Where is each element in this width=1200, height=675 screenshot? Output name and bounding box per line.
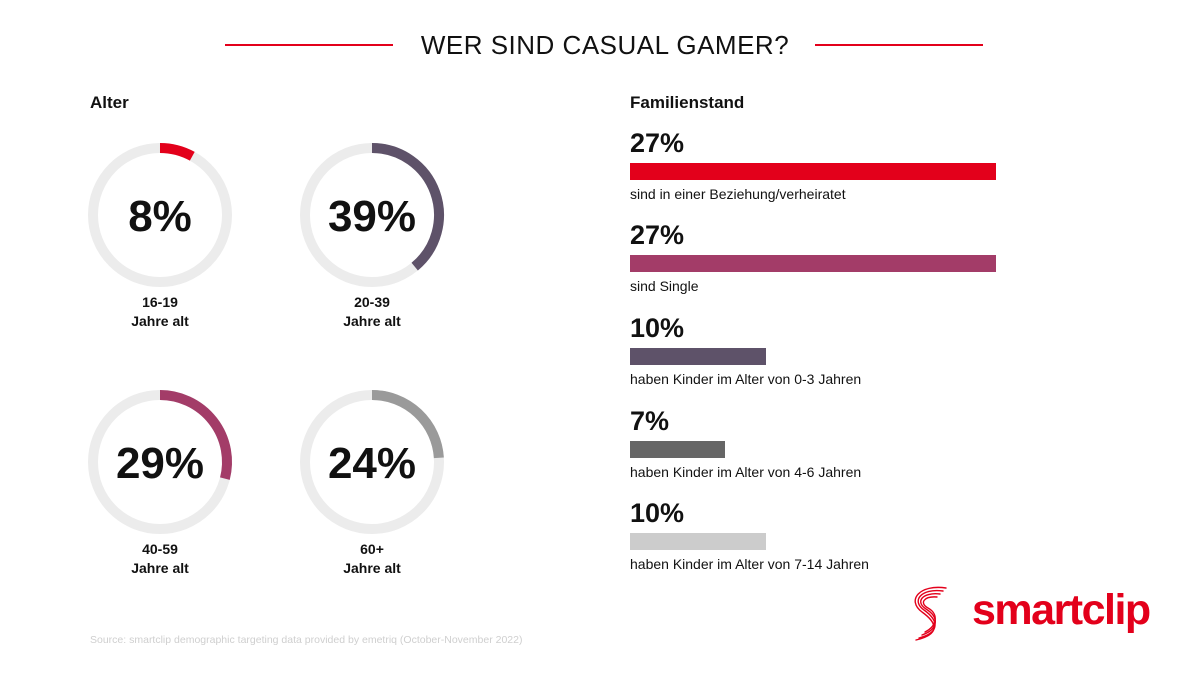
bar-category-label: haben Kinder im Alter von 7-14 Jahren <box>630 556 869 572</box>
source-note: Source: smartclip demographic targeting … <box>90 634 523 646</box>
bar-item: 10% haben Kinder im Alter von 0-3 Jahren <box>630 315 1010 387</box>
donut-value-label: 39% <box>328 192 416 241</box>
donut-category-label: 16-19 <box>142 294 178 310</box>
donut-category-sublabel: Jahre alt <box>131 560 189 576</box>
donut-value-label: 24% <box>328 439 416 488</box>
bar-item: 27% sind in einer Beziehung/verheiratet <box>630 130 1010 202</box>
donut-arc <box>371 143 444 271</box>
bar-category-label: haben Kinder im Alter von 0-3 Jahren <box>630 371 862 387</box>
bar-value-label: 7% <box>630 406 670 436</box>
bar <box>630 441 725 458</box>
bar-track <box>630 255 1010 272</box>
bar-value-label: 10% <box>630 313 685 343</box>
bar <box>630 255 996 272</box>
age-group-4: 24% 60+ Jahre alt <box>300 390 444 576</box>
alter-heading: Alter <box>90 93 129 112</box>
title-rule-right <box>815 44 983 46</box>
bar-value-label: 27% <box>630 220 685 250</box>
bar-item: 7% haben Kinder im Alter von 4-6 Jahren <box>630 408 1010 480</box>
bar <box>630 533 766 550</box>
bar-track <box>630 163 1010 180</box>
bar-value-label: 10% <box>630 498 685 528</box>
age-donut-charts: 8% 16-19 Jahre alt 39% 20-39 Jahre alt 29% 40-5… <box>88 143 444 576</box>
donut-arc <box>159 143 195 161</box>
donut-category-label: 60+ <box>360 541 384 557</box>
bar-value-label: 27% <box>630 128 685 158</box>
age-group-2: 39% 20-39 Jahre alt <box>300 143 444 329</box>
smartclip-swirl-icon <box>914 586 947 641</box>
donut-value-label: 8% <box>128 192 192 241</box>
brand-logo: smartclip <box>972 586 1151 634</box>
bar-item: 10% haben Kinder im Alter von 7-14 Jahren <box>630 500 1010 572</box>
page-title: WER SIND CASUAL GAMER? <box>420 30 790 60</box>
bar-track <box>630 348 1010 365</box>
bar-category-label: haben Kinder im Alter von 4-6 Jahren <box>630 464 862 480</box>
bar-track <box>630 441 1010 458</box>
donut-value-label: 29% <box>116 439 204 488</box>
bar <box>630 163 996 180</box>
donut-arc <box>159 390 232 480</box>
bar-category-label: sind Single <box>630 278 699 294</box>
donut-arc <box>371 390 444 459</box>
donut-category-sublabel: Jahre alt <box>343 560 401 576</box>
bar <box>630 348 766 365</box>
title-rule-left <box>225 44 393 46</box>
age-group-3: 29% 40-59 Jahre alt <box>88 390 232 576</box>
donut-category-sublabel: Jahre alt <box>343 313 401 329</box>
bar-item: 27% sind Single <box>630 222 1010 294</box>
donut-category-label: 20-39 <box>354 294 390 310</box>
familienstand-heading: Familienstand <box>630 93 745 112</box>
bar-category-label: sind in einer Beziehung/verheiratet <box>630 186 846 202</box>
donut-category-label: 40-59 <box>142 541 178 557</box>
donut-category-sublabel: Jahre alt <box>131 313 189 329</box>
age-group-1: 8% 16-19 Jahre alt <box>88 143 232 329</box>
bar-track <box>630 533 1010 550</box>
